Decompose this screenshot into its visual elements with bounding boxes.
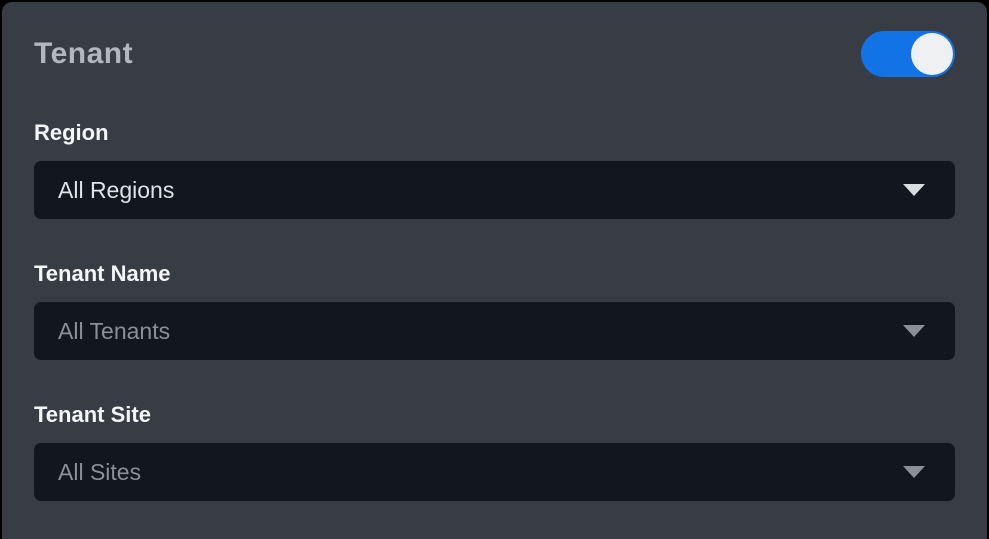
tenant-site-label: Tenant Site [34, 402, 151, 427]
region-label: Region [34, 120, 109, 145]
region-field: Region All Regions [34, 120, 955, 219]
tenant-name-select[interactable]: All Tenants [34, 302, 955, 360]
chevron-down-icon [903, 184, 925, 196]
tenant-toggle[interactable] [861, 31, 955, 77]
toggle-knob-icon [911, 33, 953, 75]
tenant-name-select-value: All Tenants [58, 317, 171, 344]
region-select[interactable]: All Regions [34, 161, 955, 219]
tenant-site-field: Tenant Site All Sites [34, 402, 955, 501]
tenant-site-select[interactable]: All Sites [34, 443, 955, 501]
panel-header: Tenant [34, 30, 955, 78]
chevron-down-icon [903, 466, 925, 478]
chevron-down-icon [903, 325, 925, 337]
region-select-value: All Regions [58, 176, 175, 203]
tenant-name-label: Tenant Name [34, 261, 171, 286]
panel-title: Tenant [34, 37, 134, 70]
tenant-name-field: Tenant Name All Tenants [34, 261, 955, 360]
tenant-site-select-value: All Sites [58, 458, 142, 485]
